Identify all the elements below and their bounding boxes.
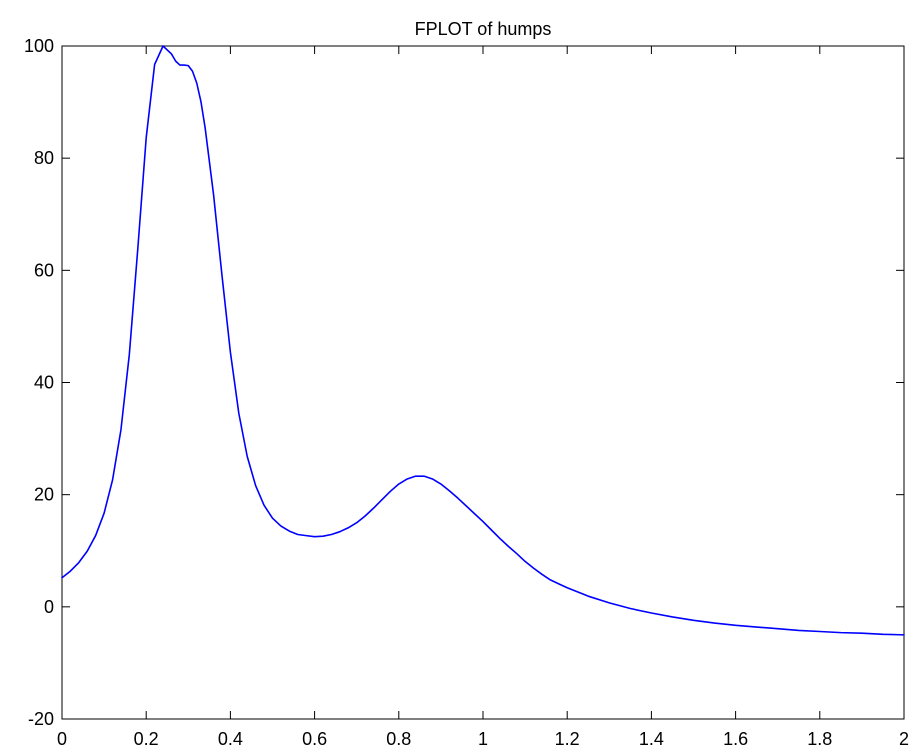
- x-tick-label: 0.6: [302, 729, 327, 749]
- x-axis-tick-labels: 0 0.2 0.4 0.6 0.8 1 1.2 1.4 1.6 1.8 2: [57, 729, 909, 749]
- x-tick-label: 1.4: [639, 729, 664, 749]
- y-tick-label: 40: [34, 373, 54, 393]
- x-tick-label: 2: [899, 729, 909, 749]
- x-tick-label: 0.2: [134, 729, 159, 749]
- y-axis-tick-labels: -20 0 20 40 60 80 100: [24, 36, 54, 729]
- series-line: [61, 45, 905, 636]
- y-axis-ticks: [62, 45, 904, 720]
- y-tick-label: 0: [44, 597, 54, 617]
- x-tick-label: 0.4: [218, 729, 243, 749]
- x-axis-ticks: [61, 46, 905, 719]
- x-tick-label: 1.6: [723, 729, 748, 749]
- y-tick-label: -20: [28, 709, 54, 729]
- y-tick-label: 60: [34, 260, 54, 280]
- y-tick-label: 20: [34, 485, 54, 505]
- x-tick-label: 1.2: [555, 729, 580, 749]
- x-tick-label: 1: [478, 729, 488, 749]
- plot-area: [61, 45, 905, 720]
- x-tick-label: 1.8: [807, 729, 832, 749]
- x-tick-label: 0: [57, 729, 67, 749]
- x-tick-label: 0.8: [386, 729, 411, 749]
- y-tick-label: 80: [34, 148, 54, 168]
- y-tick-label: 100: [24, 36, 54, 56]
- series-layer: [61, 45, 905, 636]
- chart-title: FPLOT of humps: [415, 19, 552, 39]
